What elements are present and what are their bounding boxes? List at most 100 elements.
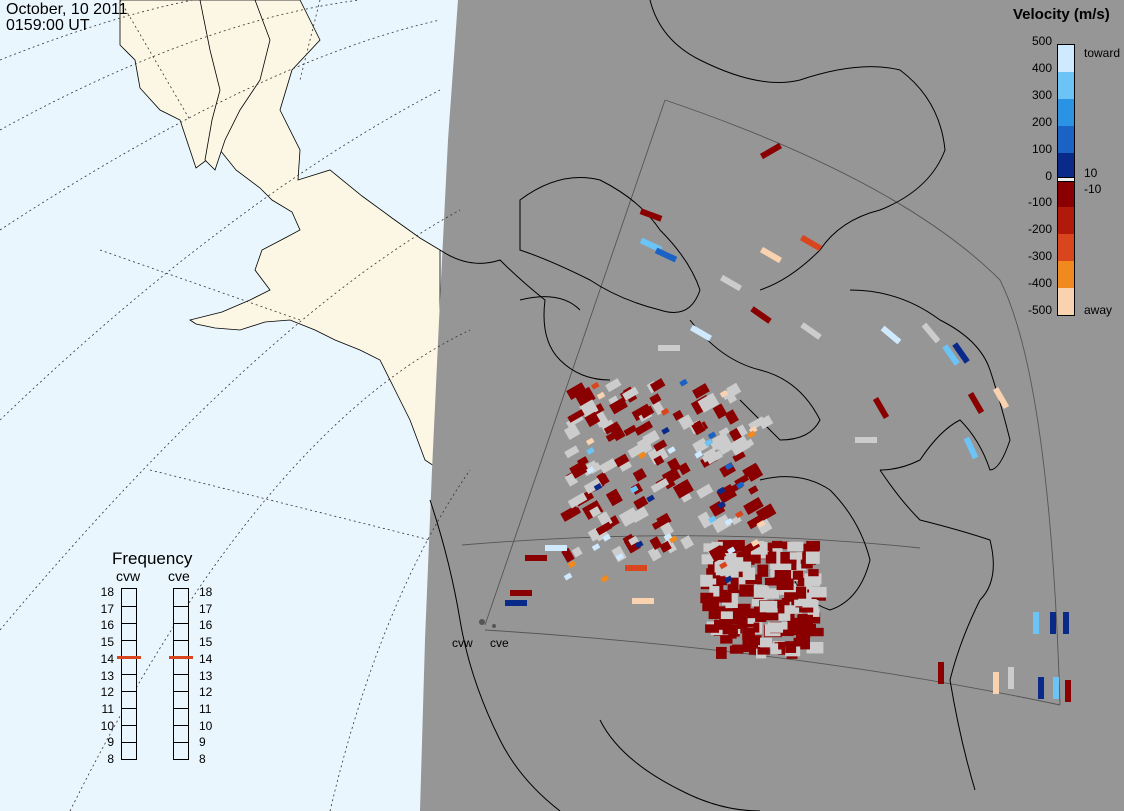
velocity-cell: [605, 488, 623, 507]
velocity-cell: [590, 381, 600, 390]
velocity-cell: [733, 566, 749, 578]
velocity-cell: [1038, 677, 1044, 699]
velocity-cell: [735, 510, 744, 519]
velocity-cell: [667, 457, 682, 473]
velocity-cell: [574, 386, 596, 408]
velocity-cell: [759, 142, 783, 160]
velocity-cell: [938, 662, 944, 684]
frequency-tick-left: 10: [100, 718, 114, 733]
velocity-cell: [774, 599, 787, 609]
velocity-cell: [696, 483, 714, 499]
velocity-cell: [602, 533, 611, 542]
velocity-tick: 400: [1031, 60, 1052, 75]
velocity-cell: [632, 467, 647, 482]
velocity-cell: [731, 540, 745, 552]
velocity-cell: [707, 431, 717, 440]
radar-site-cvw-label: cvw: [452, 636, 473, 650]
coastlines: [429, 0, 1011, 811]
velocity-cell: [564, 472, 579, 487]
frequency-tick-left: 8: [107, 752, 114, 766]
velocity-cell: [639, 405, 655, 419]
velocity-cell: [600, 574, 610, 583]
colorbar-segment: [1058, 288, 1074, 315]
velocity-cell: [653, 455, 665, 466]
velocity-cell: [778, 609, 791, 621]
frequency-tick-right: 16: [199, 618, 213, 633]
velocity-cell: [740, 438, 755, 451]
velocity-cell: [804, 576, 820, 587]
velocity-tick: 0: [1045, 168, 1052, 183]
velocity-cell: [757, 646, 770, 655]
velocity-tick: -200: [1027, 222, 1052, 237]
velocity-cell: [967, 391, 985, 415]
velocity-cell: [589, 506, 602, 518]
radar-site-marker: [492, 624, 496, 628]
velocity-cell: [646, 494, 655, 503]
nightside: [420, 0, 1124, 811]
velocity-cell: [708, 544, 727, 563]
velocity-cell: [689, 324, 713, 342]
velocity-cell: [649, 536, 663, 550]
velocity-cell: [737, 616, 748, 629]
velocity-cell: [595, 521, 613, 536]
velocity-cell: [669, 535, 678, 544]
frequency-tick-right: 8: [199, 752, 206, 766]
velocity-cell: [591, 543, 601, 552]
fov-lines: [461, 99, 1061, 706]
velocity-cell: [1063, 612, 1069, 634]
frequency-bar-cve: [173, 588, 189, 760]
velocity-cell: [697, 511, 714, 529]
frequency-tick-left: 15: [100, 635, 114, 650]
velocity-cell: [746, 608, 759, 619]
velocity-cell: [784, 605, 796, 614]
velocity-cell: [607, 515, 620, 528]
velocity-cell: [667, 446, 676, 455]
velocity-cell: [993, 672, 999, 694]
velocity-cell: [583, 478, 603, 495]
away-label: away: [1084, 303, 1113, 317]
velocity-cell: [700, 574, 713, 587]
velocity-tick: -500: [1027, 303, 1052, 317]
velocity-tick: 200: [1031, 114, 1052, 129]
velocity-cell: [678, 414, 695, 430]
frequency-radar-label-cvw: cvw: [116, 568, 141, 584]
velocity-cell: [563, 572, 573, 581]
frequency-marker: [169, 656, 193, 659]
velocity-cell: [571, 546, 583, 558]
velocity-colorbar: [1057, 44, 1075, 316]
velocity-cell: [719, 561, 728, 570]
velocity-cell: [660, 407, 670, 416]
velocity-cell: [746, 552, 761, 564]
velocity-cell: [708, 515, 717, 524]
frequency-bar-cvw: [121, 588, 137, 760]
velocity-cell: [758, 415, 774, 430]
velocity-cell: [705, 450, 724, 465]
velocity-cell: [756, 520, 766, 528]
velocity-cell: [636, 437, 652, 451]
velocity-cell: [809, 586, 827, 598]
velocity-cell: [561, 547, 575, 563]
velocity-tick-10: 10: [1084, 166, 1098, 180]
colorbar-segment: [1058, 153, 1074, 180]
velocity-cell: [759, 600, 778, 613]
velocity-cell: [739, 584, 755, 597]
colorbar-segment: [1058, 72, 1074, 99]
velocity-cell: [579, 399, 599, 418]
velocity-cell: [717, 500, 726, 509]
velocity-cell: [952, 342, 970, 364]
velocity-cell: [599, 458, 618, 474]
velocity-cell: [567, 560, 577, 569]
velocity-cell: [700, 592, 714, 604]
velocity-cell: [730, 577, 743, 590]
velocity-cell: [711, 514, 732, 534]
velocity-cell: [623, 424, 638, 437]
velocity-cell: [659, 540, 672, 553]
velocity-cell: [567, 492, 588, 509]
velocity-cell: [677, 462, 691, 476]
velocity-cell: [701, 554, 715, 565]
velocity-cell: [732, 450, 746, 463]
velocity-cell: [742, 462, 760, 478]
velocity-cell: [545, 545, 567, 551]
velocity-cell: [634, 540, 644, 549]
velocity-cell: [793, 637, 810, 650]
